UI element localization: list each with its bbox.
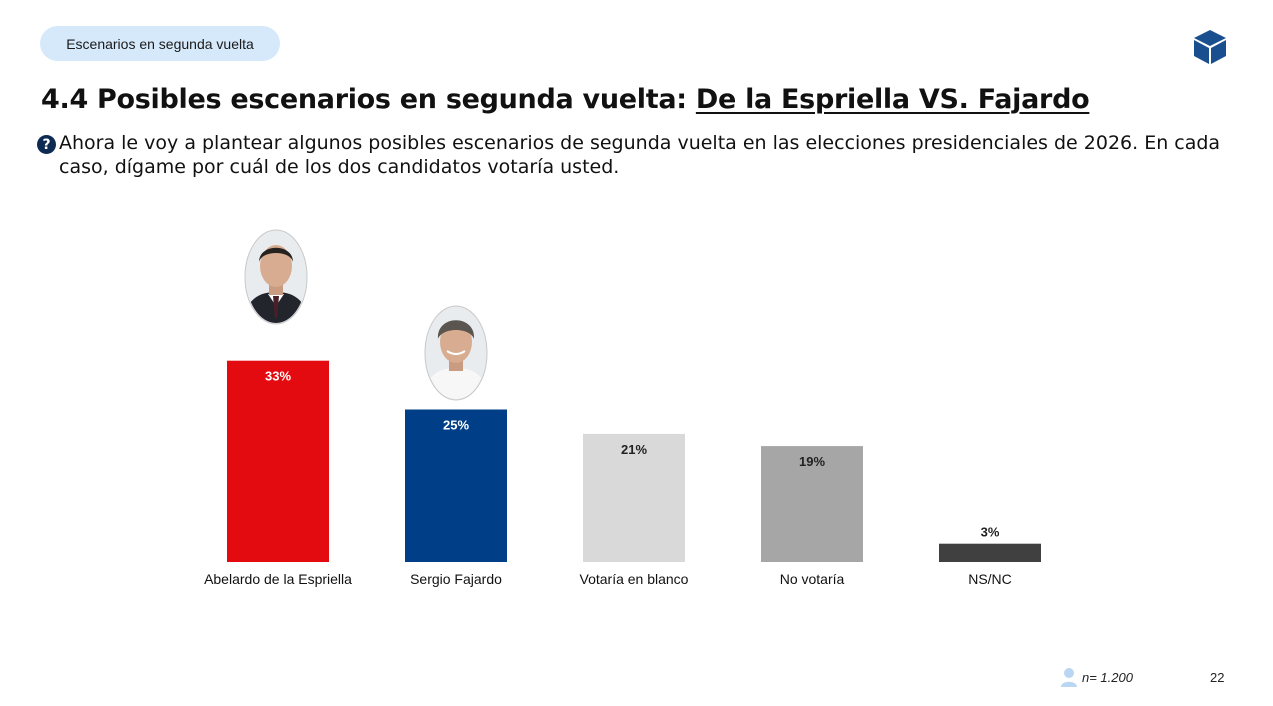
bar-2: [583, 433, 685, 562]
page-number: 22: [1210, 670, 1225, 685]
category-label-2: Votaría en blanco: [580, 571, 689, 587]
data-label-2: 21%: [621, 442, 647, 457]
bar-4: [939, 543, 1041, 562]
page-title: 4.4 Posibles escenarios en segunda vuelt…: [41, 84, 1090, 115]
sample-size: n= 1.200: [1060, 667, 1133, 687]
category-label-4: NS/NC: [968, 571, 1012, 587]
bar-1: [405, 409, 507, 562]
section-pill: Escenarios en segunda vuelta: [40, 26, 280, 61]
sample-size-label: n= 1.200: [1082, 669, 1133, 685]
category-label-3: No votaría: [780, 571, 845, 587]
data-label-1: 25%: [443, 418, 469, 433]
data-label-0: 33%: [265, 369, 291, 384]
category-label-0: Abelardo de la Espriella: [204, 571, 352, 587]
page-title-highlight: De la Espriella VS. Fajardo: [695, 84, 1090, 115]
person-icon: [1061, 668, 1077, 687]
cube-logo-icon: [1194, 30, 1226, 64]
data-label-4: 3%: [981, 525, 1000, 540]
bar-3: [761, 446, 863, 562]
candidate-portrait-fajardo: [424, 305, 488, 401]
category-label-1: Sergio Fajardo: [410, 571, 502, 587]
candidate-portrait-espriella: [244, 229, 308, 325]
bar-0: [227, 360, 329, 562]
data-label-3: 19%: [799, 454, 825, 469]
question-text: Ahora le voy a plantear algunos posibles…: [59, 132, 1221, 178]
question-icon: ?: [37, 135, 56, 154]
section-pill-label: Escenarios en segunda vuelta: [66, 35, 254, 52]
page-title-prefix: 4.4 Posibles escenarios en segunda vuelt…: [41, 84, 696, 115]
